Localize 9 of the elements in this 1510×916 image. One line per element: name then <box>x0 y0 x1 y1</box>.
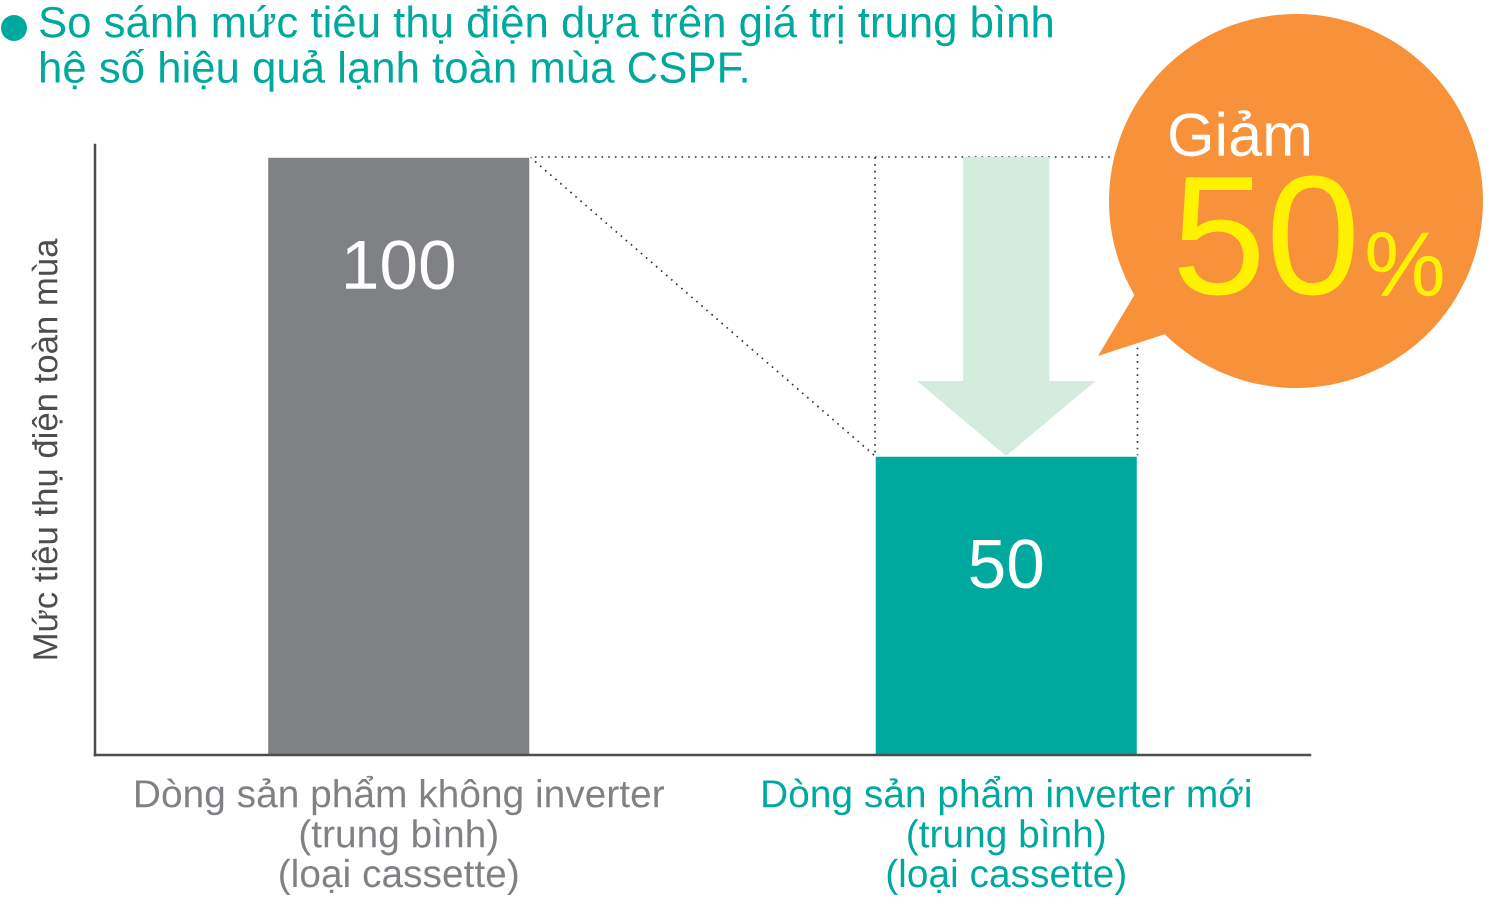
annotation: Giảm <box>1170 110 1309 157</box>
data-label: 50 <box>970 539 1043 589</box>
text: % <box>1367 232 1443 297</box>
x-tick-label: Dòng sản phẩm không inverter (trung bình) (loại cassette) <box>136 775 665 896</box>
chart-title: So sánh mức tiêu thụ điện dựa trên giá trị trung bình hệ số hiệu quả lạnh toàn mùa CSPF. <box>39 5 1052 92</box>
data-label: 100 <box>346 240 454 290</box>
y-axis-title: Mức tiêu thụ điện toàn mùa <box>31 238 63 659</box>
x-tick-label: Dòng sản phẩm inverter mới (trung bình) (loại cassette) <box>763 775 1250 896</box>
annotation: 50 <box>1178 175 1354 296</box>
